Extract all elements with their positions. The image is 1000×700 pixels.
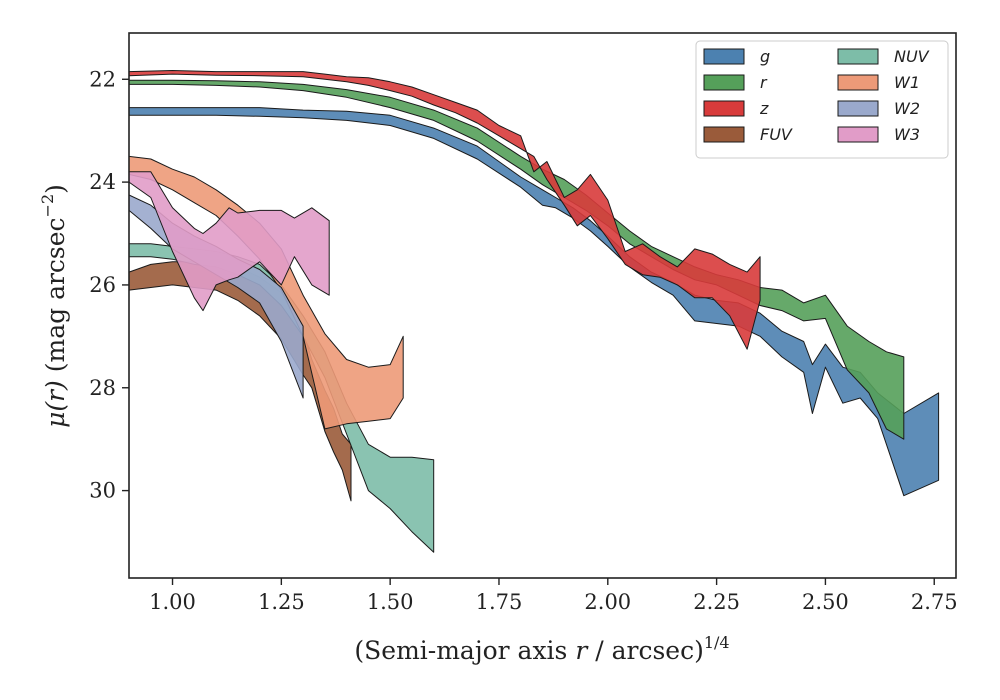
legend-label-w1: W1 bbox=[894, 73, 920, 92]
legend-label-w3: W3 bbox=[894, 125, 920, 144]
x-tick-label: 1.00 bbox=[149, 590, 196, 614]
y-tick-label: 24 bbox=[89, 170, 116, 194]
legend-swatch-w3 bbox=[837, 126, 879, 143]
legend-swatch-r bbox=[703, 74, 745, 91]
legend-label-w2: W2 bbox=[894, 99, 920, 118]
band-w1 bbox=[128, 155, 404, 430]
y-axis-label-close: ) bbox=[41, 380, 70, 391]
x-axis-label-sup: 1/4 bbox=[704, 633, 730, 652]
legend-label-z: z bbox=[759, 99, 769, 118]
legend-label-r: r bbox=[760, 73, 768, 92]
x-tick-label: 2.75 bbox=[911, 590, 958, 614]
legend-label-g: g bbox=[760, 47, 770, 66]
y-tick-label: 30 bbox=[89, 479, 116, 503]
legend-swatch-w1 bbox=[837, 74, 879, 91]
profile-bands bbox=[128, 70, 940, 553]
axis-ticks: 1.00 1.25 1.50 1.75 2.00 2.25 2.50 2.75 22 24 26 28… bbox=[89, 67, 957, 614]
legend-swatch-fuv bbox=[703, 126, 745, 143]
y-axis-label-end: ) bbox=[41, 184, 70, 194]
plot-frame bbox=[128, 32, 957, 579]
x-tick-label: 1.25 bbox=[258, 590, 305, 614]
band-r bbox=[128, 79, 905, 440]
y-tick-label: 22 bbox=[89, 67, 116, 91]
x-axis-label-suffix: / arcsec) bbox=[587, 636, 704, 665]
y-axis-label: μ(r) (mag arcsec−2) bbox=[38, 184, 70, 428]
legend: grz FUV NUV W1 W2 W3 bbox=[695, 40, 949, 159]
legend-swatch-w2 bbox=[837, 100, 879, 117]
legend-swatch-z bbox=[703, 100, 745, 117]
x-tick-label: 2.25 bbox=[693, 590, 740, 614]
band-z bbox=[128, 70, 761, 350]
legend-swatch-nuv bbox=[837, 48, 879, 65]
x-tick-label: 2.50 bbox=[802, 590, 849, 614]
y-axis-label-mu: μ( bbox=[41, 401, 70, 428]
x-axis-label-prefix: (Semi-major axis bbox=[354, 636, 575, 665]
x-tick-label: 1.50 bbox=[367, 590, 414, 614]
x-axis-label: (Semi-major axis r / arcsec)1/4 bbox=[354, 633, 729, 665]
y-axis-label-var: r bbox=[41, 388, 70, 402]
x-tick-label: 1.75 bbox=[476, 590, 523, 614]
x-tick-label: 2.00 bbox=[584, 590, 631, 614]
legend-label-nuv: NUV bbox=[894, 47, 930, 66]
x-axis-label-var: r bbox=[575, 636, 589, 665]
y-axis-label-sup: −2 bbox=[38, 194, 57, 218]
band-g bbox=[128, 107, 940, 497]
y-tick-label: 28 bbox=[89, 376, 116, 400]
legend-label-fuv: FUV bbox=[760, 125, 793, 144]
legend-box bbox=[695, 40, 949, 159]
band-w3 bbox=[128, 171, 330, 312]
y-axis-label-unit: (mag arcsec bbox=[41, 217, 70, 380]
legend-swatch-g bbox=[703, 48, 745, 65]
y-tick-label: 26 bbox=[89, 273, 116, 297]
